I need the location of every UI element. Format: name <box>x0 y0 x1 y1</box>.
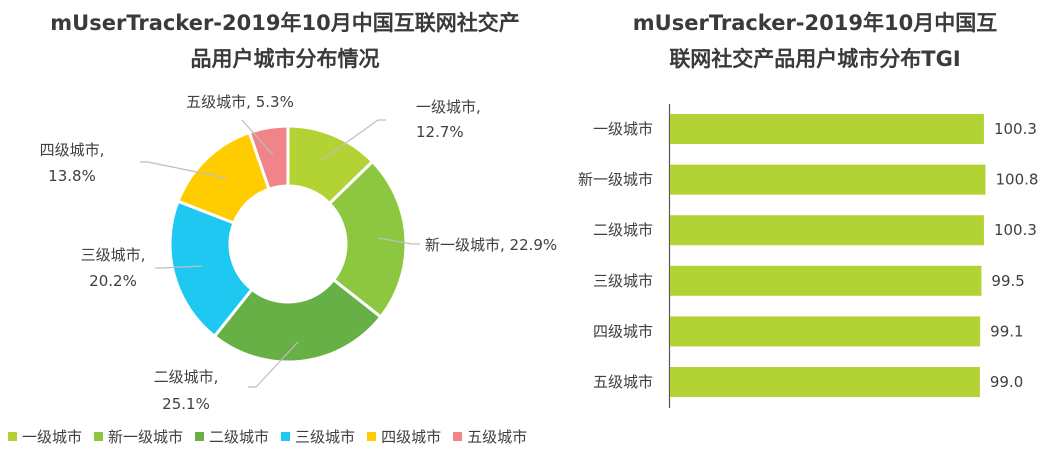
legend-label: 二级城市 <box>209 428 270 446</box>
donut-label: 13.8% <box>48 167 96 185</box>
bar-value-label: 99.5 <box>991 272 1024 290</box>
legend-swatch-icon <box>94 432 104 441</box>
bar-4 <box>670 316 981 347</box>
bar-2 <box>670 215 984 246</box>
donut-label: 四级城市, <box>40 141 105 159</box>
donut-label: 25.1% <box>162 395 210 413</box>
bar-value-label: 100.3 <box>994 221 1037 239</box>
leader-line <box>140 161 227 179</box>
bar-category-label: 四级城市 <box>593 322 653 340</box>
donut-slice-2 <box>212 277 383 364</box>
legend-item: 三级城市 <box>281 426 355 447</box>
bar-category-label: 三级城市 <box>593 272 653 290</box>
donut-label: 三级城市, <box>81 246 146 264</box>
pie-title-line2: 品用户城市分布情况 <box>190 47 380 71</box>
bar-value-label: 99.0 <box>990 373 1023 391</box>
legend-item: 一级城市 <box>8 426 82 447</box>
legend-swatch-icon <box>8 432 17 441</box>
legend-item: 四级城市 <box>367 426 441 447</box>
donut-label: 新一级城市, 22.9% <box>425 236 557 254</box>
donut-slice-5 <box>247 124 290 192</box>
donut-chart <box>168 124 408 364</box>
legend-item: 二级城市 <box>195 426 269 447</box>
pie-title-line1: mUserTracker-2019年10月中国互联网社交产 <box>50 11 520 35</box>
bar-0 <box>670 114 984 144</box>
bar-value-label: 100.8 <box>996 171 1039 189</box>
donut-label: 12.7% <box>416 123 464 141</box>
legend-label: 一级城市 <box>22 428 83 446</box>
legend-swatch-icon <box>453 432 463 441</box>
leader-line <box>155 265 203 269</box>
legend-label: 三级城市 <box>295 428 356 446</box>
bar-category-label: 二级城市 <box>593 221 653 239</box>
bar-chart: 一级城市 100.3 新一级城市 100.8 二级城市 100.3 三级城市 99.5 四级城市… <box>578 104 1038 408</box>
donut-data-labels: 一级城市, 12.7% 新一级城市, 22.9% 二级城市, 25.1% 三级城市, 20.… <box>40 93 558 413</box>
donut-label: 一级城市, <box>416 98 481 116</box>
legend-swatch-icon <box>367 432 377 441</box>
legend-label: 新一级城市 <box>108 428 184 446</box>
bar-3 <box>670 265 982 296</box>
bar-category-label: 五级城市 <box>593 373 653 391</box>
legend-label: 五级城市 <box>467 428 528 446</box>
leader-line <box>248 341 299 388</box>
leader-line <box>321 119 386 161</box>
leader-line <box>377 237 420 245</box>
leader-line <box>241 119 274 156</box>
donut-slice-1 <box>327 159 408 320</box>
donut-label: 20.2% <box>89 272 137 290</box>
bar-value-label: 100.3 <box>994 120 1037 138</box>
bar-value-label: 99.1 <box>990 322 1023 340</box>
legend-swatch-icon <box>195 432 205 441</box>
legend-label: 四级城市 <box>381 428 442 446</box>
legend-item: 新一级城市 <box>94 426 183 447</box>
bar-title-line1: mUserTracker-2019年10月中国互 <box>632 11 998 35</box>
legend-item: 五级城市 <box>453 426 527 447</box>
bar-1 <box>670 164 986 195</box>
bar-title-line2: 联网社交产品用户城市分布TGI <box>669 47 961 71</box>
bar-5 <box>670 367 980 397</box>
bar-category-label: 新一级城市 <box>578 171 653 189</box>
legend-swatch-icon <box>281 432 291 441</box>
donut-label: 二级城市, <box>154 368 219 386</box>
donut-label: 五级城市, 5.3% <box>186 93 294 111</box>
pie-legend: 一级城市 新一级城市 二级城市 三级城市 四级城市 五级城市 <box>8 426 527 447</box>
donut-slice-3 <box>168 199 254 339</box>
bar-category-label: 一级城市 <box>593 120 653 138</box>
pie-chart-title: mUserTracker-2019年10月中国互联网社交产 品用户城市分布情况 <box>20 5 550 77</box>
bar-chart-title: mUserTracker-2019年10月中国互 联网社交产品用户城市分布TGI <box>590 5 1040 77</box>
